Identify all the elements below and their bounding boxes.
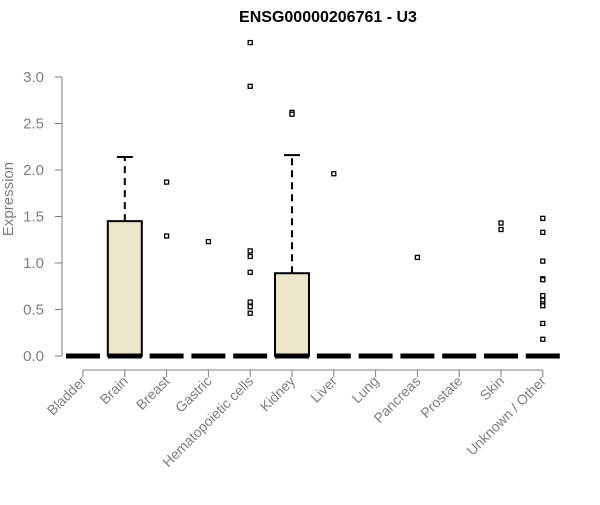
outlier-point xyxy=(331,171,337,177)
box-brain xyxy=(106,155,143,359)
outlier-point xyxy=(540,336,546,342)
outlier-point xyxy=(540,292,546,299)
y-tick-label: 1.0 xyxy=(23,255,44,272)
y-tick-label: 3.0 xyxy=(23,69,44,86)
outlier-point xyxy=(540,229,546,235)
outlier-point xyxy=(247,269,253,275)
box-unknown-other xyxy=(525,215,560,359)
x-category-label: Lung xyxy=(348,373,381,406)
plot-area xyxy=(66,39,560,359)
y-tick-label: 2.0 xyxy=(23,162,44,179)
outlier-point xyxy=(247,310,253,316)
outlier-point xyxy=(163,179,170,185)
outlier-point xyxy=(498,226,504,233)
outlier-point xyxy=(414,254,421,261)
x-category-label: Skin xyxy=(477,373,508,404)
box-hematopoietic-cells xyxy=(233,39,268,359)
box-breast xyxy=(149,179,184,359)
outlier-point xyxy=(540,258,546,264)
box-skin xyxy=(484,220,518,359)
box-gastric xyxy=(191,238,226,359)
y-axis-label: Expression xyxy=(0,162,17,236)
x-category-label: Kidney xyxy=(257,373,299,415)
chart-title: ENSG00000206761 - U3 xyxy=(239,9,417,26)
box-kidney xyxy=(274,109,310,359)
outlier-point xyxy=(540,215,546,222)
box-pancreas xyxy=(400,254,435,359)
x-category-label: Unknown / Other xyxy=(463,373,549,459)
y-tick-label: 1.5 xyxy=(23,209,44,226)
box-iqr xyxy=(274,272,310,358)
outlier-point xyxy=(163,233,170,239)
y-tick-label: 0.0 xyxy=(23,348,44,365)
y-tick-label: 2.5 xyxy=(23,116,44,133)
outlier-point xyxy=(498,220,504,226)
outlier-point xyxy=(247,83,253,89)
box-liver xyxy=(316,171,351,359)
outlier-point xyxy=(247,39,253,46)
outlier-point xyxy=(540,303,546,309)
x-category-label: Liver xyxy=(307,373,340,406)
outlier-point xyxy=(289,111,295,117)
x-category-label: Bladder xyxy=(44,373,90,419)
x-category-label: Breast xyxy=(133,373,173,413)
outlier-point xyxy=(247,248,253,254)
outlier-point xyxy=(247,304,253,310)
outlier-point xyxy=(540,277,546,283)
y-tick-label: 0.5 xyxy=(23,302,44,319)
outlier-point xyxy=(247,299,253,305)
outlier-point xyxy=(540,320,546,327)
outlier-point xyxy=(247,253,253,260)
x-category-label: Brain xyxy=(96,373,130,407)
box-iqr xyxy=(106,220,143,357)
y-axis: 0.0 0.5 1.0 1.5 2.0 2.5 3.0 xyxy=(23,69,63,365)
outlier-point xyxy=(205,238,212,245)
x-category-label: Prostate xyxy=(417,373,465,421)
